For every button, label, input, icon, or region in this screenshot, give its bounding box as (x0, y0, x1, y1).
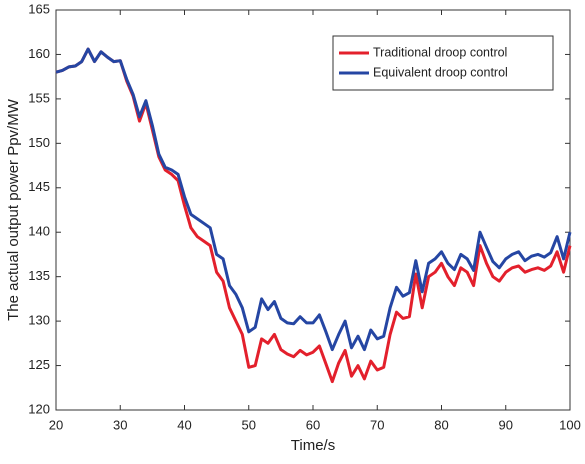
x-tick-label: 30 (113, 417, 127, 432)
x-tick-label: 70 (370, 417, 384, 432)
y-tick-label: 155 (28, 90, 50, 105)
x-axis-label: Time/s (291, 437, 335, 454)
y-tick-label: 165 (28, 1, 50, 16)
x-tick-label: 80 (434, 417, 448, 432)
data-line (55, 47, 572, 352)
y-tick-label: 140 (28, 224, 50, 239)
y-tick-label: 120 (28, 401, 50, 416)
plot-frame (55, 9, 571, 411)
y-tick-label: 130 (28, 313, 50, 328)
x-tick-label: 60 (306, 417, 320, 432)
legend-label: Equivalent droop control (373, 65, 508, 79)
y-tick-label: 145 (28, 179, 50, 194)
legend-box (332, 35, 554, 91)
x-tick-label: 50 (242, 417, 256, 432)
x-tick-label: 20 (49, 417, 63, 432)
y-axis-label: The actual output power Ppv/MW (5, 98, 22, 321)
legend-label: Traditional droop control (373, 45, 507, 59)
x-tick-label: 100 (559, 417, 581, 432)
x-tick-label: 90 (499, 417, 513, 432)
y-tick-label: 150 (28, 135, 50, 150)
y-tick-label: 135 (28, 268, 50, 283)
x-tick-label: 40 (177, 417, 191, 432)
y-tick-label: 125 (28, 357, 50, 372)
y-tick-label: 160 (28, 46, 50, 61)
